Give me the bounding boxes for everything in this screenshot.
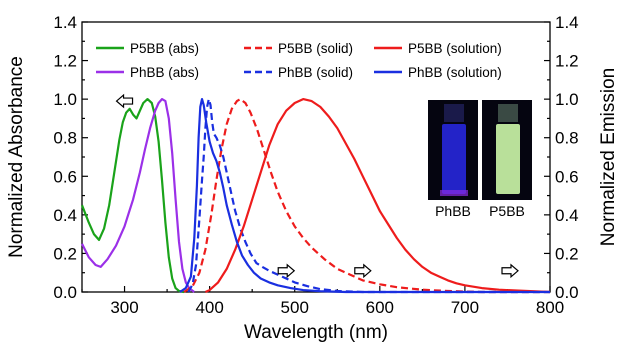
series-line-phbb-solution bbox=[179, 98, 550, 294]
y-tick-label-right: 0.0 bbox=[555, 283, 579, 302]
y-axis-title-right: Normalized Emission bbox=[598, 68, 619, 246]
legend-label: P5BB (solution) bbox=[408, 41, 502, 56]
x-tick-label: 500 bbox=[281, 298, 309, 317]
x-tick-label: 700 bbox=[451, 298, 479, 317]
inset-photo: PhBB P5BB bbox=[428, 100, 532, 219]
arrow-right-icon bbox=[501, 263, 519, 279]
vial-phbb-cap bbox=[444, 104, 464, 122]
legend-label: PhBB (solution) bbox=[408, 65, 502, 80]
y-tick-label-left: 0.8 bbox=[53, 129, 77, 148]
y-tick-label-right: 0.6 bbox=[555, 167, 579, 186]
series-line-p5bb-solid bbox=[183, 98, 550, 294]
photo-label-p5bb: P5BB bbox=[489, 203, 525, 219]
y-tick-label-left: 1.0 bbox=[53, 90, 77, 109]
arrow-left-icon bbox=[115, 93, 134, 109]
y-tick-label-right: 0.2 bbox=[555, 244, 579, 263]
y-tick-label-right: 0.4 bbox=[555, 206, 579, 225]
legend-label: P5BB (solid) bbox=[278, 41, 353, 56]
y-tick-label-left: 0.2 bbox=[53, 244, 77, 263]
y-tick-label-right: 1.4 bbox=[555, 13, 579, 32]
series-line-phbb-solid bbox=[187, 98, 550, 294]
x-tick-label: 800 bbox=[536, 298, 564, 317]
y-axis-title-left: Normalized Absorbance bbox=[6, 56, 27, 258]
series-lines bbox=[80, 98, 551, 294]
x-tick-label: 600 bbox=[366, 298, 394, 317]
vial-p5bb-cap bbox=[498, 104, 518, 122]
vial-phbb-base bbox=[440, 190, 468, 196]
series-line-p5bb-solution bbox=[204, 98, 551, 294]
y-tick-label-left: 1.4 bbox=[53, 13, 77, 32]
arrow-right-icon bbox=[277, 263, 296, 279]
legend-label: PhBB (solid) bbox=[278, 65, 353, 80]
series-line-phbb-abs bbox=[81, 98, 195, 293]
y-tick-label-right: 1.0 bbox=[555, 90, 579, 109]
legend: P5BB (abs) P5BB (solid) P5BB (solution) PhB… bbox=[96, 41, 502, 80]
photo-label-phbb: PhBB bbox=[435, 203, 471, 219]
vial-p5bb-glow bbox=[496, 124, 520, 194]
x-tick-label: 400 bbox=[195, 298, 223, 317]
y-tick-label-right: 0.8 bbox=[555, 129, 579, 148]
legend-label: PhBB (abs) bbox=[130, 65, 199, 80]
arrow-right-icon bbox=[354, 263, 372, 279]
x-tick-label: 300 bbox=[110, 298, 138, 317]
legend-label: P5BB (abs) bbox=[130, 41, 199, 56]
y-tick-label-left: 0.0 bbox=[53, 283, 77, 302]
arrow-annotations bbox=[115, 93, 519, 279]
y-tick-label-left: 1.2 bbox=[53, 52, 77, 71]
y-tick-label-left: 0.6 bbox=[53, 167, 77, 186]
series-line-p5bb-abs bbox=[80, 98, 185, 294]
x-axis-title: Wavelength (nm) bbox=[244, 322, 388, 343]
y-tick-label-left: 0.4 bbox=[53, 206, 77, 225]
y-tick-label-right: 1.2 bbox=[555, 52, 579, 71]
vial-phbb-glow bbox=[442, 124, 466, 194]
